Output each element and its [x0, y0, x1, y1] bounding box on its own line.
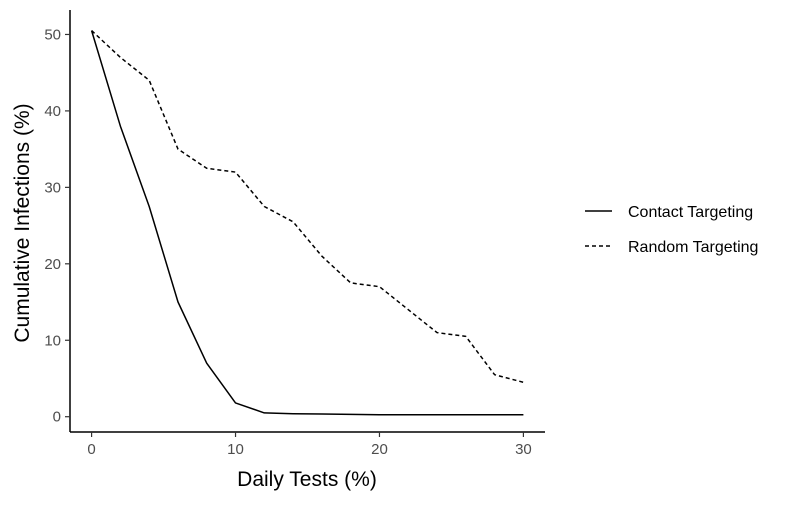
x-tick-label: 30 — [515, 441, 532, 458]
y-tick-label: 10 — [44, 332, 61, 349]
legend-label-contact-targeting: Contact Targeting — [628, 204, 753, 221]
y-axis-title: Cumulative Infections (%) — [11, 103, 34, 342]
y-tick-label: 30 — [44, 179, 61, 196]
legend-label-random-targeting: Random Targeting — [628, 239, 758, 256]
series-line-contact-targeting — [90, 30, 524, 416]
y-tick-label: 0 — [53, 409, 61, 426]
x-axis-title: Daily Tests (%) — [237, 468, 377, 491]
series-line-random-targeting — [91, 30, 524, 384]
axes: 0 10 20 30 0 10 20 30 40 50 — [44, 10, 545, 458]
y-tick-label: 40 — [44, 103, 61, 120]
x-tick-label: 20 — [371, 441, 388, 458]
y-tick-label: 20 — [44, 256, 61, 273]
y-tick-label: 50 — [44, 26, 61, 43]
legend: Contact Targeting Random Targeting — [585, 204, 758, 256]
x-tick-label: 10 — [227, 441, 244, 458]
x-tick-label: 0 — [87, 441, 95, 458]
plot-area — [90, 30, 524, 416]
